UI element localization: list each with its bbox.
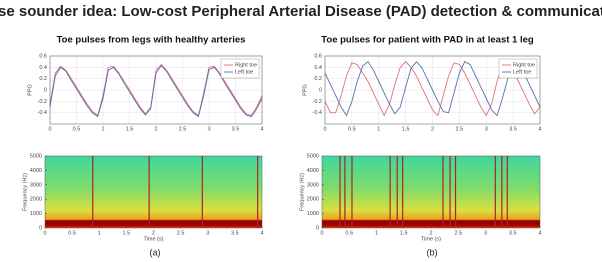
x-axis-label: Time (s) xyxy=(421,236,441,242)
x-tick-label: 0 xyxy=(323,126,326,132)
y-tick-label: 0 xyxy=(39,225,42,231)
x-tick-label: 3.5 xyxy=(509,230,517,236)
legend-label: Left toe xyxy=(513,69,531,75)
x-tick-label: 0.5 xyxy=(348,126,356,132)
axes-box xyxy=(321,155,541,229)
x-tick-label: 0.5 xyxy=(68,230,76,236)
x-tick-label: 3 xyxy=(206,230,209,236)
x-tick-label: 1 xyxy=(375,230,378,236)
x-tick-label: 1 xyxy=(98,230,101,236)
axes-box xyxy=(49,55,263,125)
x-tick-label: 1.5 xyxy=(402,126,410,132)
x-tick-label: 2 xyxy=(431,126,434,132)
x-tick-label: 2.5 xyxy=(454,230,462,236)
y-tick-label: 1000 xyxy=(307,211,319,217)
panel-title: Toe pulses for patient with PAD in at le… xyxy=(321,35,534,46)
x-axis-label: Time (s) xyxy=(144,236,164,242)
x-tick-label: 4 xyxy=(538,230,541,236)
x-tick-label: 0 xyxy=(320,230,323,236)
y-tick-label: 3000 xyxy=(30,182,42,188)
spectrogram-background xyxy=(45,156,262,228)
axes-box xyxy=(324,55,541,125)
series-line xyxy=(49,64,263,118)
x-tick-label: 4 xyxy=(260,126,263,132)
y-tick-label: 0.4 xyxy=(314,65,322,71)
x-tick-label: 3.5 xyxy=(231,230,239,236)
y-tick-label: 4000 xyxy=(307,168,319,174)
x-tick-label: 4 xyxy=(538,126,541,132)
y-tick-label: -0.2 xyxy=(38,99,47,105)
x-tick-label: 3 xyxy=(207,126,210,132)
y-tick-label: 4000 xyxy=(30,168,42,174)
panel-title: Toe pulses from legs with healthy arteri… xyxy=(57,35,246,46)
legend-label: Right toe xyxy=(513,62,535,68)
x-tick-label: 3 xyxy=(484,230,487,236)
x-tick-label: 2.5 xyxy=(456,126,464,132)
y-tick-label: 0.2 xyxy=(314,76,322,82)
axes-box xyxy=(44,155,263,229)
x-tick-label: 1.5 xyxy=(400,230,408,236)
y-tick-label: 0.4 xyxy=(39,65,47,71)
x-tick-label: 1 xyxy=(377,126,380,132)
x-tick-label: 3.5 xyxy=(232,126,240,132)
y-tick-label: -0.4 xyxy=(38,110,47,116)
y-tick-label: 2000 xyxy=(307,197,319,203)
caption: (b) xyxy=(427,247,438,257)
y-tick-label: -0.4 xyxy=(313,110,322,116)
x-tick-label: 1.5 xyxy=(126,126,134,132)
x-tick-label: 1 xyxy=(101,126,104,132)
slide-title: Pulse sounder idea: Low-cost Peripheral … xyxy=(0,3,602,20)
y-tick-label: 2000 xyxy=(30,197,42,203)
y-tick-label: 0 xyxy=(44,87,47,93)
x-tick-label: 2 xyxy=(152,230,155,236)
y-tick-label: -0.2 xyxy=(313,99,322,105)
spectrogram-background xyxy=(322,156,540,228)
x-tick-label: 0.5 xyxy=(345,230,353,236)
x-tick-label: 1.5 xyxy=(123,230,131,236)
y-tick-label: 0.6 xyxy=(314,53,322,59)
x-tick-label: 0 xyxy=(43,230,46,236)
caption: (a) xyxy=(150,247,161,257)
legend-label: Right toe xyxy=(235,62,257,68)
x-tick-label: 2 xyxy=(429,230,432,236)
y-axis-label: PPG xyxy=(302,84,308,96)
y-axis-label: PPG xyxy=(27,84,33,96)
x-tick-label: 2.5 xyxy=(179,126,187,132)
y-tick-label: 5000 xyxy=(307,153,319,159)
y-tick-label: 1000 xyxy=(30,211,42,217)
legend-box xyxy=(220,58,260,79)
x-tick-label: 0 xyxy=(48,126,51,132)
y-tick-label: 5000 xyxy=(30,153,42,159)
y-tick-label: 0.6 xyxy=(39,53,47,59)
legend-label: Left toe xyxy=(235,69,253,75)
x-tick-label: 0.5 xyxy=(73,126,81,132)
x-tick-label: 3 xyxy=(485,126,488,132)
x-tick-label: 4 xyxy=(260,230,263,236)
y-axis-label: Frequency (Hz) xyxy=(299,173,305,211)
x-tick-label: 3.5 xyxy=(509,126,517,132)
x-tick-label: 2 xyxy=(154,126,157,132)
y-tick-label: 0 xyxy=(316,225,319,231)
legend-box xyxy=(498,58,538,79)
y-tick-label: 0 xyxy=(319,87,322,93)
y-axis-label: Frequency (Hz) xyxy=(22,173,28,211)
y-tick-label: 3000 xyxy=(307,182,319,188)
y-tick-label: 0.2 xyxy=(39,76,47,82)
series-line xyxy=(49,63,263,117)
series-line xyxy=(324,60,541,117)
x-tick-label: 2.5 xyxy=(177,230,185,236)
